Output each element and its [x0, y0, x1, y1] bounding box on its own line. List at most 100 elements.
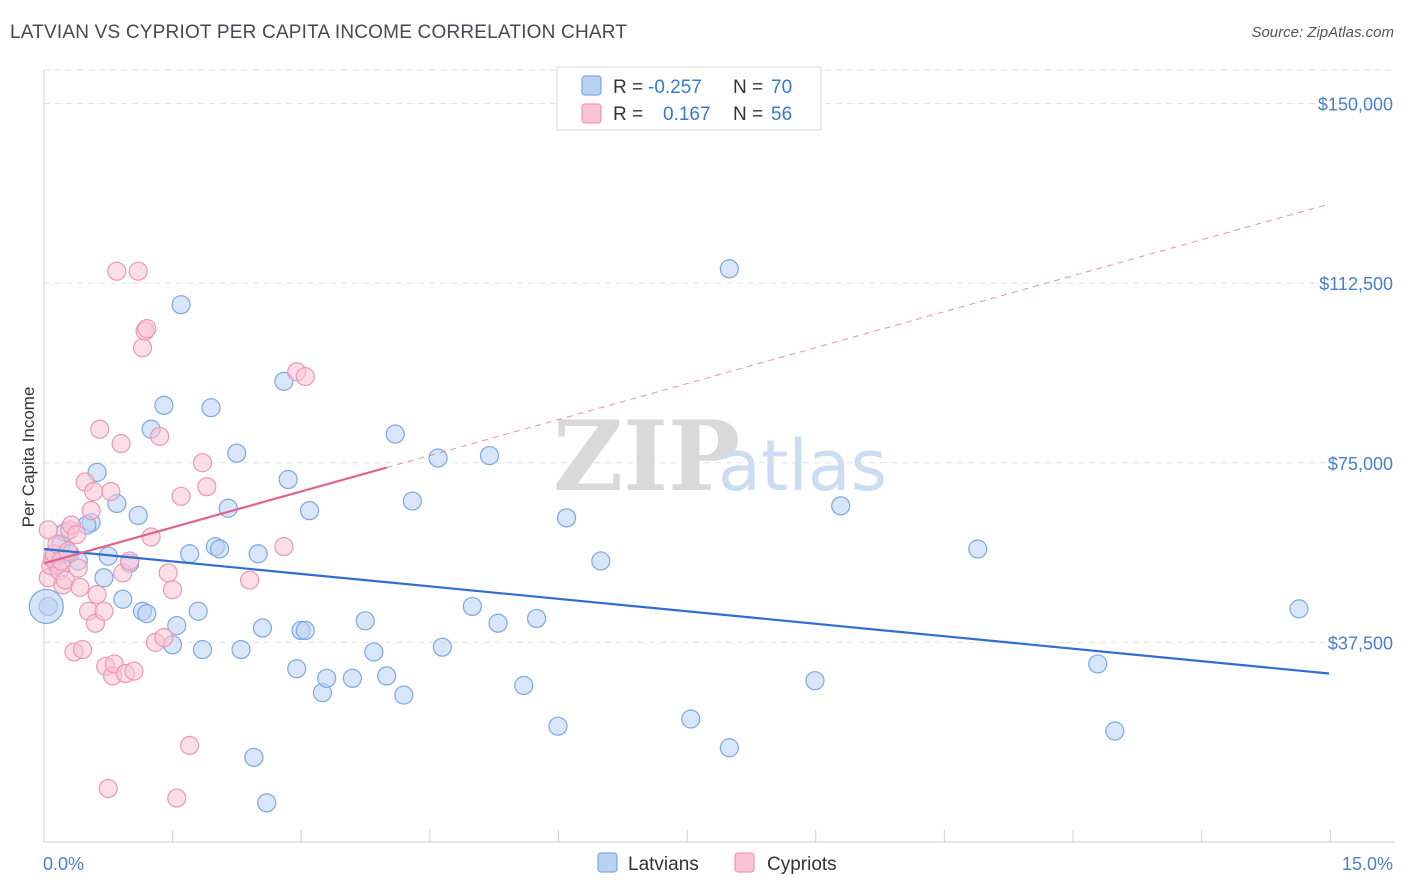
- latvians-point: [167, 616, 187, 636]
- gridlines: [44, 69, 1395, 643]
- latvians-point: [113, 589, 133, 609]
- watermark-atlas: atlas: [718, 425, 887, 507]
- legend-box: R = -0.257 N = 70 R = 0.167 N = 56: [556, 66, 822, 131]
- cypriots-point: [162, 580, 183, 600]
- cypriots-point: [158, 563, 178, 583]
- latvians-point: [591, 551, 611, 571]
- latvians-point: [556, 508, 577, 528]
- cypriots-point: [94, 601, 114, 621]
- cypriots-point: [70, 577, 90, 597]
- latvians-point: [274, 371, 294, 391]
- latvians-point: [488, 613, 508, 633]
- latvians-point: [210, 539, 230, 559]
- cypriots-point: [154, 627, 174, 648]
- y-tick-label: $75,000: [1328, 454, 1393, 474]
- latvians-point: [377, 666, 397, 686]
- latvians-point: [514, 675, 534, 696]
- latvians-point: [1289, 599, 1309, 619]
- cypriots-point: [295, 366, 315, 387]
- latvians-point: [1088, 654, 1108, 674]
- latvians-point: [719, 259, 739, 279]
- latvians-point: [227, 443, 247, 463]
- cypriots-point: [81, 501, 101, 521]
- bottom-legend-swatch-latvians: [597, 852, 618, 873]
- latvians-point: [137, 604, 157, 624]
- latvians-point: [252, 618, 273, 638]
- y-axis-title: Per Capita Income: [19, 387, 38, 528]
- latvians-point: [317, 668, 337, 688]
- cypriots-point: [84, 481, 104, 502]
- latvians-point: [831, 496, 851, 516]
- bottom-legend-latvians: Latvians: [628, 854, 699, 875]
- cypriots-point: [72, 639, 93, 660]
- legend-n-value-latvians: 70: [771, 77, 792, 98]
- latvians-point: [968, 539, 988, 559]
- cypriots-point: [180, 735, 200, 755]
- latvians-point: [128, 505, 148, 526]
- bottom-legend-cypriots: Cypriots: [767, 854, 837, 875]
- cypriots-point: [274, 536, 294, 557]
- y-tick-label: $37,500: [1328, 633, 1393, 653]
- trendlines: [43, 203, 1330, 675]
- latvians-point: [462, 596, 482, 617]
- cypriots-point: [98, 778, 118, 799]
- cypriots-point: [66, 525, 87, 545]
- cypriots-point: [171, 486, 191, 506]
- latvians-point: [355, 611, 375, 631]
- latvians-point: [428, 448, 448, 468]
- latvians-point: [295, 620, 315, 641]
- legend-r-label-latvians: R =: [613, 77, 643, 98]
- cypriots-point: [167, 788, 187, 808]
- legend-n-label-latvians: N =: [733, 77, 763, 98]
- latvians-point: [805, 671, 825, 691]
- latvians-point: [364, 642, 384, 662]
- series-cypriots: [38, 261, 315, 808]
- latvians-point: [548, 716, 568, 736]
- chart-title: LATVIAN VS CYPRIOT PER CAPITA INCOME COR…: [10, 22, 628, 43]
- trendline-cypriots: [43, 466, 387, 565]
- cypriots-point: [192, 453, 213, 473]
- latvians-point: [719, 738, 739, 758]
- latvians-point: [287, 659, 307, 679]
- series-latvians: [28, 259, 1309, 813]
- latvians-point: [248, 544, 268, 564]
- latvians-point: [342, 668, 362, 688]
- legend-swatch-cypriots: [581, 103, 602, 124]
- latvians-point: [299, 501, 320, 521]
- latvians-point-large: [28, 588, 64, 625]
- legend-r-label-cypriots: R =: [613, 104, 643, 125]
- cypriots-point: [90, 419, 110, 439]
- y-tick-label: $150,000: [1318, 95, 1393, 115]
- bottom-legend-swatch-cypriots: [734, 852, 755, 873]
- y-tick-labels: $37,500 $75,000 $112,500 $150,000: [1318, 95, 1393, 654]
- latvians-point: [385, 424, 405, 444]
- latvians-point: [154, 395, 174, 415]
- x-tick-label: 0.0%: [43, 854, 84, 874]
- cypriots-point: [150, 426, 170, 447]
- cypriots-point: [101, 481, 121, 502]
- legend-n-value-cypriots: 56: [771, 104, 792, 125]
- latvians-point: [171, 295, 191, 315]
- legend-r-value-latvians: -0.257: [648, 77, 702, 98]
- latvians-point: [681, 709, 701, 729]
- legend-n-label-cypriots: N =: [733, 104, 763, 125]
- cypriots-point: [68, 558, 88, 578]
- cypriots-point: [111, 434, 131, 454]
- legend-r-value-cypriots: 0.167: [663, 104, 711, 125]
- x-tick-label: 15.0%: [1342, 854, 1393, 874]
- y-tick-label: $112,500: [1319, 274, 1393, 294]
- cypriots-point: [107, 261, 127, 281]
- latvians-point: [1105, 721, 1125, 741]
- watermark-zip: ZIP: [553, 400, 740, 513]
- cypriots-point: [137, 319, 157, 339]
- latvians-point: [278, 469, 298, 490]
- latvians-point: [257, 793, 277, 813]
- latvians-point: [479, 445, 500, 466]
- latvians-point: [231, 639, 251, 660]
- cypriots-point: [124, 661, 144, 681]
- cypriots-point: [197, 477, 217, 497]
- latvians-point: [432, 637, 452, 657]
- cypriots-point: [128, 261, 148, 281]
- latvians-point: [394, 685, 414, 705]
